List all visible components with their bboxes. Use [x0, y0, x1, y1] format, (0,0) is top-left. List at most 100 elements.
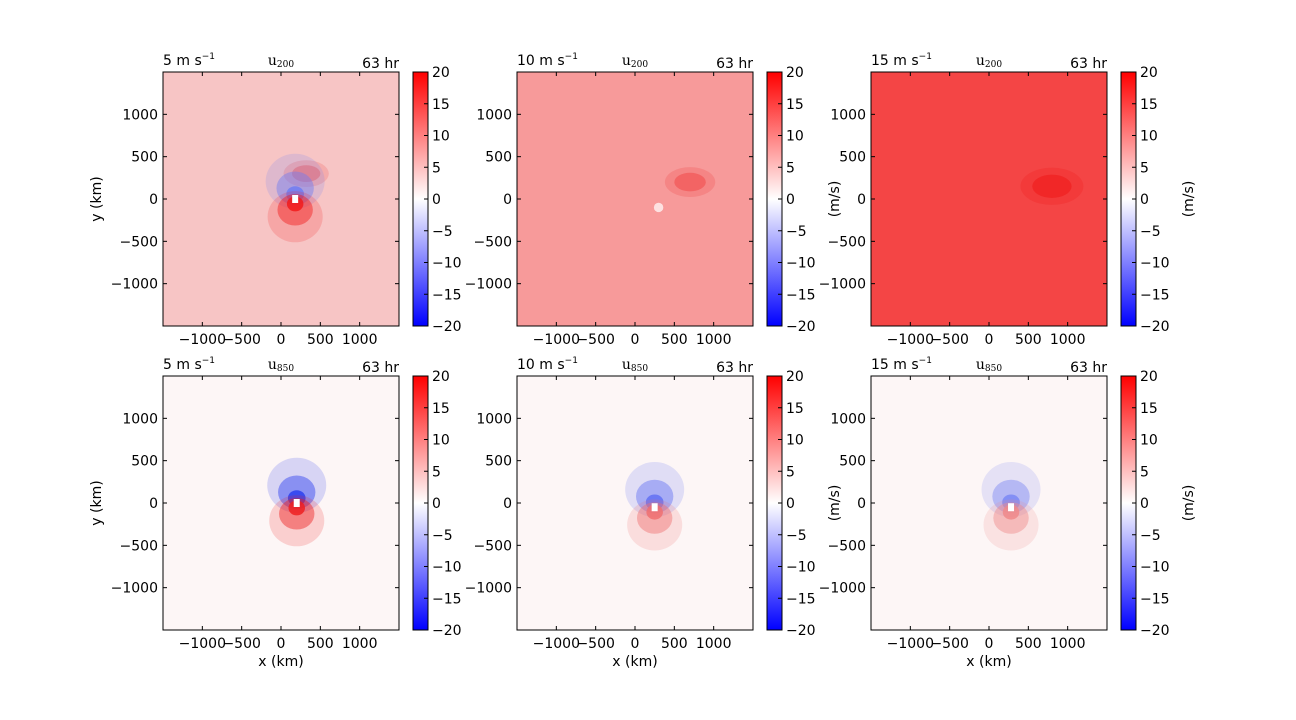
title-left-superscript: −1: [202, 52, 215, 62]
colorbar-tick-label: −5: [432, 528, 453, 544]
field-jet-core: [674, 172, 706, 192]
y-tick-label: 0: [857, 192, 866, 208]
y-tick-label: 0: [149, 192, 158, 208]
title-left: 5 m s−1: [163, 52, 215, 69]
y-tick-label: −500: [120, 234, 158, 250]
y-tick-label: 500: [839, 454, 866, 470]
colorbar-tick-label: −10: [786, 560, 816, 576]
title-left-superscript: −1: [202, 356, 215, 366]
field-positive-core: [1002, 504, 1020, 520]
colorbar-tick-label: 5: [786, 160, 795, 176]
title-left-superscript: −1: [565, 52, 578, 62]
y-tick-label: 1000: [476, 411, 512, 427]
y-tick-label: 500: [485, 150, 512, 166]
y-tick-label: 500: [131, 150, 158, 166]
colorbar-tick-label: −10: [432, 560, 462, 576]
colorbar-tick-label: 10: [432, 129, 450, 145]
colorbar-tick-label: −10: [1140, 560, 1170, 576]
x-tick-label: −500: [576, 636, 614, 652]
y-tick-label: −1000: [111, 581, 158, 597]
x-tick-label: −1000: [533, 636, 580, 652]
colorbar-tick-label: 0: [1140, 496, 1149, 512]
y-tick-label: −1000: [465, 581, 512, 597]
x-tick-label: 1000: [342, 332, 378, 348]
y-tick-label: −1000: [465, 277, 512, 293]
x-tick-label: −500: [222, 332, 260, 348]
field-features: [625, 462, 685, 551]
colorbar-tick-label: 5: [432, 464, 441, 480]
title-center: u850: [622, 357, 648, 374]
x-tick-label: 1000: [696, 332, 732, 348]
title-left: 10 m s−1: [517, 356, 578, 373]
title-center-subscript: 850: [277, 364, 294, 374]
colorbar: 20 15 10 5 0 −5 −10 −15 −20: [412, 369, 462, 639]
title-left: 5 m s−1: [163, 356, 215, 373]
x-tick-label: 500: [1015, 636, 1042, 652]
title-left-superscript: −1: [919, 52, 932, 62]
colorbar: 20 15 10 5 0 −5 −10 −15 −20 (m/s): [766, 369, 843, 639]
x-tick-label: 500: [307, 636, 334, 652]
y-tick-label: −1000: [819, 581, 866, 597]
colorbar: 20 15 10 5 0 −5 −10 −15 −20: [412, 65, 462, 335]
colorbar-tick-label: −20: [786, 623, 816, 639]
field-center: [653, 202, 664, 213]
field-features: [981, 462, 1041, 551]
title-right: 63 hr: [1070, 360, 1107, 376]
field-background: [163, 72, 399, 326]
x-tick-label: 1000: [696, 636, 732, 652]
colorbar: 20 15 10 5 0 −5 −10 −15 −20 (m/s): [766, 65, 843, 335]
field-background: [517, 376, 753, 630]
colorbar-tick-label: −5: [432, 224, 453, 240]
colorbar-tick-label: −5: [786, 528, 807, 544]
x-tick-label: −500: [222, 636, 260, 652]
title-center-subscript: 200: [985, 60, 1002, 70]
y-tick-label: −500: [474, 234, 512, 250]
colorbar-tick-label: 15: [786, 97, 804, 113]
field-jet-core: [292, 165, 321, 182]
x-axis-label: x (km): [612, 654, 657, 670]
title-center: u200: [622, 53, 648, 70]
y-tick-label: 500: [839, 150, 866, 166]
x-tick-label: 500: [661, 636, 688, 652]
colorbar-tick-label: −15: [1140, 287, 1170, 303]
field-positive-outer: [269, 495, 325, 547]
field-features: [267, 457, 327, 547]
colorbar-tick-label: 15: [432, 401, 450, 417]
x-tick-label: −1000: [179, 332, 226, 348]
x-tick-label: −1000: [887, 636, 934, 652]
colorbar-tick-label: 0: [1140, 192, 1149, 208]
field-eye: [1008, 503, 1015, 512]
colorbar-tick-label: 20: [786, 369, 804, 385]
y-tick-label: 1000: [476, 107, 512, 123]
y-tick-label: 1000: [122, 107, 158, 123]
title-left-superscript: −1: [565, 356, 578, 366]
colorbar-tick-label: −10: [432, 256, 462, 272]
colorbar-label: (m/s): [1181, 181, 1197, 218]
colorbar-tick-label: −5: [786, 224, 807, 240]
field-jet-core: [1032, 174, 1072, 198]
title-center: u850: [268, 357, 294, 374]
field-background: [517, 72, 753, 326]
colorbar-tick-label: −10: [786, 256, 816, 272]
field-positive-core: [288, 500, 305, 516]
title-right: 63 hr: [1070, 56, 1107, 72]
x-tick-label: 500: [307, 332, 334, 348]
y-tick-label: −500: [828, 538, 866, 554]
field-background: [871, 376, 1107, 630]
y-tick-label: 500: [485, 454, 512, 470]
title-left: 15 m s−1: [871, 52, 932, 69]
colorbar-tick-label: −5: [1140, 224, 1161, 240]
colorbar-tick-label: 10: [1140, 129, 1158, 145]
title-left-superscript: −1: [919, 356, 932, 366]
title-right: 63 hr: [362, 360, 399, 376]
colorbar-tick-label: 20: [1140, 65, 1158, 81]
x-tick-label: 0: [631, 332, 640, 348]
field-negative-outer: [981, 462, 1041, 518]
title-center: u200: [976, 53, 1002, 70]
colorbar-label: (m/s): [827, 181, 843, 218]
x-tick-label: −1000: [533, 332, 580, 348]
